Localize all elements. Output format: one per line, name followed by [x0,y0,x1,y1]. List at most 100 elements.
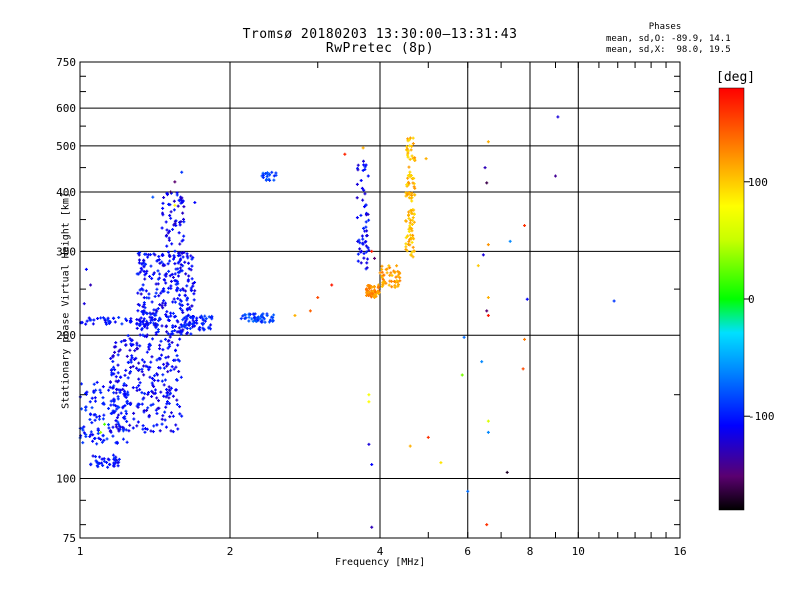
data-point [143,273,147,277]
data-point [185,326,189,330]
data-point [111,360,115,364]
data-point [159,390,163,394]
data-point [174,348,178,352]
data-point [364,163,368,167]
data-point [90,396,94,400]
data-point [143,252,147,256]
data-point [182,234,186,238]
data-point [110,367,114,371]
data-point [180,200,184,204]
data-point [413,193,417,197]
data-point [407,210,411,214]
data-point [164,313,168,317]
data-point [84,405,88,409]
data-point [161,213,165,217]
data-point [95,380,99,384]
data-point [176,287,180,291]
chart-subtitle: RwPretec (8p) [325,41,435,56]
data-point [405,234,409,238]
data-point [172,254,176,258]
data-point [156,379,160,383]
data-point [124,368,128,372]
data-point [114,379,118,383]
data-point [176,320,180,324]
data-point [178,337,182,341]
data-point [170,329,174,333]
data-point [162,362,166,366]
data-point [180,196,184,200]
phases-legend-x-mode: mean, sd,X: 98.0, 19.5 [606,45,731,55]
data-point [111,316,115,320]
data-point [164,356,168,360]
colorbar-ticks: 100 0 -100 [744,176,775,423]
data-point [117,422,121,426]
data-point [166,315,170,319]
data-point [162,394,166,398]
data-point [169,332,173,336]
data-point [397,270,401,274]
data-point [112,456,116,460]
data-point [149,318,153,322]
data-point [150,300,154,304]
data-point [404,194,408,198]
data-point [366,284,370,288]
data-point [89,430,93,434]
data-point [176,274,180,278]
data-point [124,412,128,416]
data-point [408,243,412,247]
data-point [172,367,176,371]
data-point [145,312,149,316]
y-tick-label: 100 [56,473,76,486]
data-point [186,256,190,260]
data-point [126,390,130,394]
data-point [92,413,96,417]
data-point [158,316,162,320]
data-point [148,274,152,278]
data-point [358,241,362,245]
data-point [154,326,158,330]
data-point [382,273,386,277]
data-point [202,322,206,326]
data-point [101,417,105,421]
data-point [177,251,181,255]
data-point [411,216,415,220]
data-point [165,400,169,404]
data-point [109,429,113,433]
data-point [359,250,363,254]
data-point [141,397,145,401]
data-point [145,321,149,325]
data-point [160,253,164,257]
data-point [182,316,186,320]
data-point [166,262,170,266]
data-point [189,254,193,258]
data-point [137,253,141,257]
data-point [96,432,100,436]
data-point [259,320,263,324]
data-point [355,216,359,220]
data-point [193,324,197,328]
data-point [178,412,182,416]
data-point [107,388,111,392]
data-point [157,366,161,370]
data-point [485,523,489,527]
data-point [172,257,176,261]
data-point [155,396,159,400]
data-point [84,408,88,412]
data-point [141,305,145,309]
data-point [157,294,161,298]
data-point [88,418,92,422]
data-point [136,291,140,295]
data-point [176,427,180,431]
data-point [252,315,256,319]
data-point [486,243,490,247]
data-point [155,358,159,362]
data-point [171,430,175,434]
data-point [167,238,171,242]
data-point [486,419,490,423]
data-point [129,342,133,346]
data-point [410,240,414,244]
data-point [396,274,400,278]
data-point [101,433,105,437]
colorbar [719,88,744,510]
data-point [152,378,156,382]
